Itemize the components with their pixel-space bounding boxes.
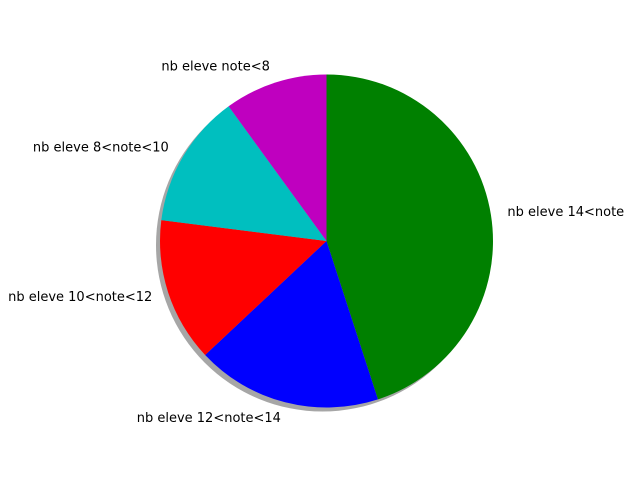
pie-slice-nb-eleve-10-note-12 — [160, 220, 327, 355]
pie-label-nb-eleve-note-8: nb eleve note<8 — [161, 59, 270, 74]
pie-label-nb-eleve-10-note-12: nb eleve 10<note<12 — [8, 290, 152, 305]
pie-slice-nb-eleve-note-8 — [228, 74, 327, 241]
pie-label-nb-eleve-12-note-14: nb eleve 12<note<14 — [137, 411, 281, 426]
pie-slice-nb-eleve-8-note-10 — [161, 106, 327, 241]
pie-labels: nb eleve 14<note nb eleve 12<note<14 nb el… — [8, 59, 624, 426]
pie-slice-nb-eleve-14-note — [326, 74, 494, 400]
pie-label-nb-eleve-8-note-10: nb eleve 8<note<10 — [33, 140, 169, 155]
pie-slice-nb-eleve-12-note-14 — [205, 241, 378, 408]
pie-slices — [160, 74, 494, 408]
pie-label-nb-eleve-14-note: nb eleve 14<note — [507, 205, 624, 220]
